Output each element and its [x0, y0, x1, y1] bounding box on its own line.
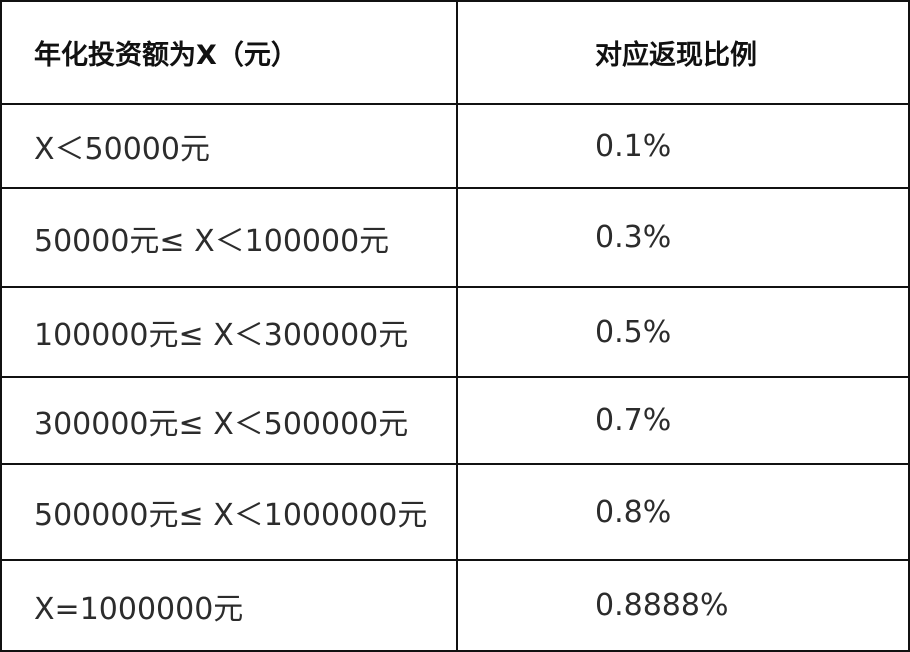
cashback-ratio-cell: 0.5% — [595, 314, 672, 350]
cashback-ratio-cell: 0.3% — [595, 220, 672, 255]
header-annual-investment: 年化投资额为X（元） — [34, 40, 298, 71]
table-row: 50000元≤ X＜100000元 0.3% — [2, 187, 908, 286]
cashback-ratio-cell: 0.8888% — [595, 588, 729, 623]
investment-range-cell: X＜50000元 — [34, 132, 210, 167]
investment-range-cell: 50000元≤ X＜100000元 — [34, 223, 390, 259]
table-row: X=1000000元 0.8888% — [2, 559, 908, 650]
investment-range-cell: 100000元≤ X＜300000元 — [34, 318, 409, 353]
table-header-row: 年化投资额为X（元） 对应返现比例 — [2, 2, 908, 103]
table-row: X＜50000元 0.1% — [2, 103, 908, 187]
cashback-ratio-cell: 0.7% — [595, 403, 672, 438]
header-cashback-ratio: 对应返现比例 — [595, 40, 757, 71]
cashback-ratio-cell: 0.1% — [595, 128, 672, 164]
cashback-ratio-cell: 0.8% — [595, 494, 672, 530]
column-divider — [456, 2, 458, 650]
table-row: 500000元≤ X＜1000000元 0.8% — [2, 463, 908, 559]
investment-range-cell: X=1000000元 — [34, 591, 244, 627]
investment-range-cell: 300000元≤ X＜500000元 — [34, 406, 409, 442]
investment-range-cell: 500000元≤ X＜1000000元 — [34, 498, 428, 533]
table-row: 300000元≤ X＜500000元 0.7% — [2, 376, 908, 463]
table-row: 100000元≤ X＜300000元 0.5% — [2, 286, 908, 376]
